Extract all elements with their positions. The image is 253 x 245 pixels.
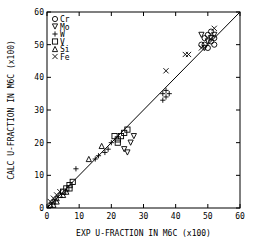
- legend-marker: [52, 54, 57, 59]
- x-tick: [47, 12, 48, 16]
- plot-area: [47, 12, 240, 208]
- point: [160, 98, 165, 103]
- x-tick-label: 20: [107, 212, 117, 221]
- legend-marker: [52, 16, 57, 21]
- series-fe: [48, 26, 217, 204]
- y-tick-label: 40: [34, 73, 44, 82]
- y-tick: [47, 175, 51, 176]
- point: [212, 26, 217, 31]
- y-tick: [47, 142, 51, 143]
- x-tick: [240, 204, 241, 208]
- point: [131, 134, 136, 139]
- point: [212, 42, 217, 47]
- x-tick: [207, 12, 208, 16]
- legend-marker: [52, 46, 57, 51]
- series-w: [73, 88, 171, 172]
- x-tick: [143, 12, 144, 16]
- y-tick: [236, 110, 240, 111]
- point: [163, 94, 168, 99]
- y-tick: [47, 12, 51, 13]
- point: [202, 36, 207, 41]
- legend-marker: [52, 24, 57, 29]
- point: [199, 32, 204, 37]
- y-tick: [236, 44, 240, 45]
- y-tick: [47, 110, 51, 111]
- x-tick: [79, 12, 80, 16]
- x-axis-label: EXP U-FRACTION IN M6C (x100): [76, 229, 211, 238]
- point: [99, 143, 104, 148]
- plot-frame: [47, 12, 240, 208]
- y-tick-label: 20: [34, 139, 44, 148]
- y-tick: [236, 77, 240, 78]
- y-tick: [47, 44, 51, 45]
- point: [205, 32, 210, 37]
- y-tick-label: 10: [34, 171, 44, 180]
- y-tick: [236, 208, 240, 209]
- x-tick: [111, 204, 112, 208]
- chart: 0 10 20 30 40 50 60 0 10 20 30 40 50 60 EXP U-FRACTION…: [0, 0, 253, 245]
- point: [73, 166, 78, 171]
- legend-marker: [52, 39, 57, 44]
- legend: CrMoWVSiFe: [52, 15, 69, 62]
- series-cr: [199, 29, 217, 51]
- y-tick-label: 50: [34, 41, 44, 50]
- x-tick-label: 30: [139, 212, 149, 221]
- x-tick-label: 0: [45, 212, 50, 221]
- legend-label: Fe: [60, 53, 70, 62]
- x-tick: [207, 204, 208, 208]
- point: [186, 52, 191, 57]
- x-tick: [143, 204, 144, 208]
- point: [86, 156, 91, 161]
- y-tick: [47, 77, 51, 78]
- point: [125, 150, 130, 155]
- point: [128, 140, 133, 145]
- legend-marker: [52, 31, 57, 36]
- y-tick-label: 30: [34, 106, 44, 115]
- x-tick: [79, 204, 80, 208]
- x-tick-label: 50: [203, 212, 213, 221]
- point: [122, 147, 127, 152]
- series-si: [48, 143, 105, 207]
- x-tick-label: 10: [74, 212, 84, 221]
- x-tick: [111, 12, 112, 16]
- point: [163, 68, 168, 73]
- y-tick: [236, 142, 240, 143]
- y-tick-label: 60: [34, 8, 44, 17]
- x-tick: [175, 204, 176, 208]
- y-tick-label: 0: [39, 204, 44, 213]
- x-tick: [175, 12, 176, 16]
- point: [115, 140, 120, 145]
- x-tick-label: 60: [235, 212, 245, 221]
- reference-line: [47, 12, 240, 208]
- point: [167, 91, 172, 96]
- x-tick-label: 40: [171, 212, 181, 221]
- y-tick: [236, 175, 240, 176]
- y-axis-label: CALC U-FRACTION IN M6C (x100): [7, 40, 16, 180]
